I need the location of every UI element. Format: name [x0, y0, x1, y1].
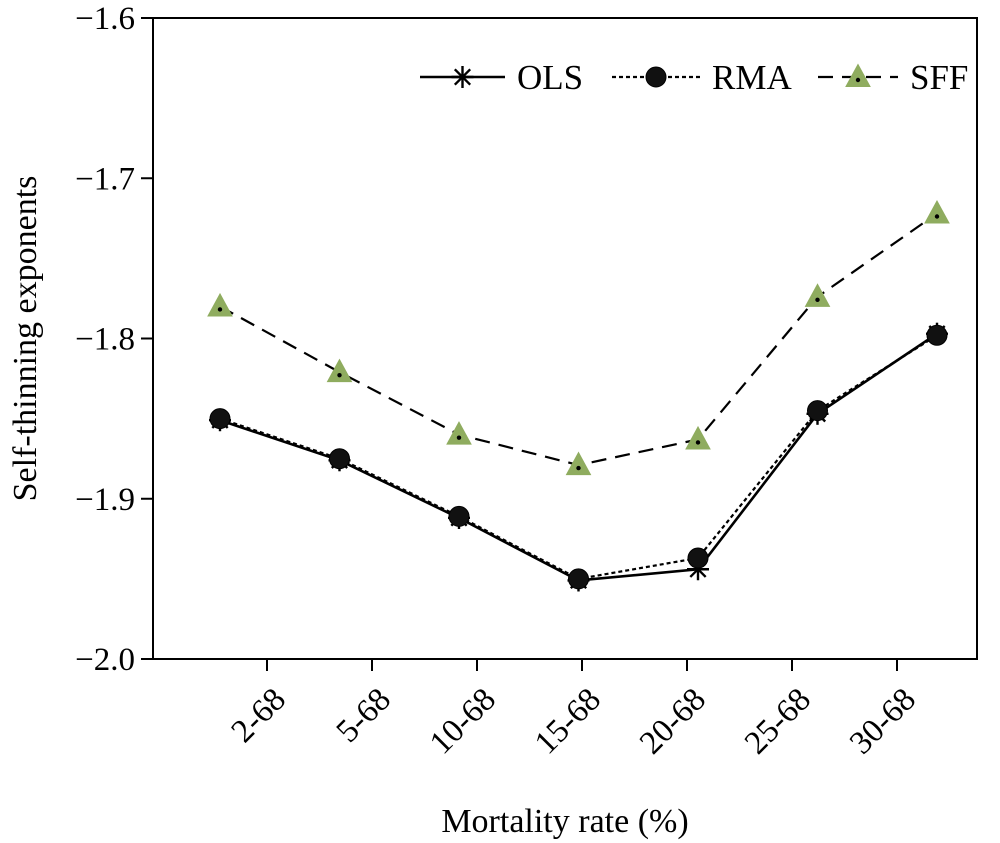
marker-triangle [845, 63, 871, 87]
legend-label: OLS [517, 58, 583, 97]
data-point-sff [685, 425, 711, 450]
marker-asterisk [451, 66, 474, 88]
data-point-rma [448, 505, 470, 527]
y-tick-label: −1.7 [75, 161, 135, 197]
legend-item-rma: RMA [612, 58, 792, 97]
y-axis-title: Self-thinning exponents [7, 176, 44, 502]
series-line-sff [219, 212, 938, 467]
series-sff [207, 199, 950, 476]
x-tick-label: 25-68 [738, 682, 818, 762]
marker-circle [645, 66, 667, 88]
plot-frame [152, 17, 978, 660]
data-point-rma [209, 408, 231, 430]
x-tick-label: 30-68 [843, 682, 923, 762]
legend-label: SFF [910, 58, 968, 97]
axes: −2.0 −1.9 −1.8 −1.7 −1.6 2-68 5-68 10-68 15-68 20… [7, 1, 978, 840]
y-tick-label: −1.6 [75, 1, 135, 37]
series-rma [209, 324, 948, 590]
data-point-sff [326, 358, 353, 383]
x-tick-label: 2-68 [225, 682, 293, 750]
legend-label: RMA [712, 58, 792, 97]
data-point-sff [924, 199, 950, 224]
data-point-sff [446, 421, 472, 445]
legend-item-sff: SFF [818, 58, 968, 97]
data-point-rma [926, 324, 948, 346]
x-tick-label: 20-68 [633, 682, 713, 762]
x-tick-label: 5-68 [330, 682, 398, 750]
data-point-sff [207, 292, 233, 317]
data-point-rma [568, 568, 589, 590]
data-point-sff [804, 283, 831, 307]
data-point-rma [807, 400, 828, 422]
y-tick-label: −1.9 [75, 482, 135, 518]
legend-item-ols: OLS [420, 58, 583, 97]
x-tick-label: 15-68 [528, 682, 608, 762]
data-point-rma [687, 547, 709, 569]
y-tick-label: −2.0 [75, 642, 135, 678]
series-layer [207, 199, 950, 592]
data-point-sff [565, 451, 592, 476]
data-point-rma [329, 448, 350, 470]
x-axis-title: Mortality rate (%) [441, 803, 688, 840]
x-tick-label: 10-68 [423, 682, 503, 762]
y-tick-label: −1.8 [75, 322, 135, 358]
legend: OLS RMA SFF [420, 58, 968, 97]
